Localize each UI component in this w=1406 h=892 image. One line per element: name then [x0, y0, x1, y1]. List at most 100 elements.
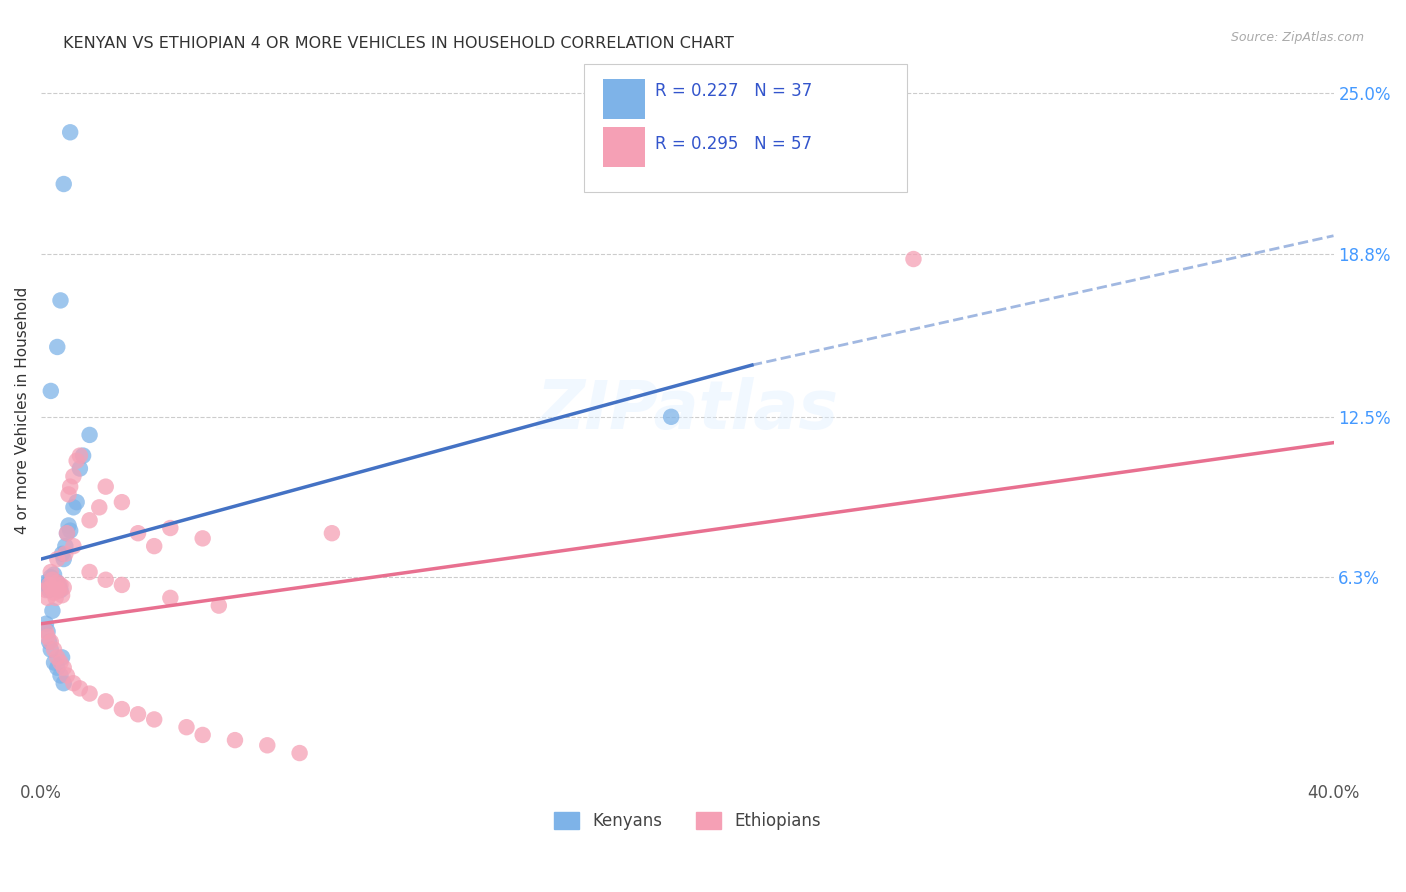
Point: [41, 604, 63, 618]
Point: [38, 578, 60, 592]
Point: [191, 728, 214, 742]
FancyBboxPatch shape: [583, 64, 907, 192]
Point: [35, 575, 58, 590]
Point: [39, 570, 62, 584]
Point: [79, 687, 101, 701]
Point: [62, 539, 84, 553]
Point: [159, 521, 181, 535]
Point: [224, 733, 246, 747]
Point: [41, 573, 63, 587]
Point: [51, 588, 73, 602]
Point: [46, 575, 69, 590]
Point: [45, 581, 67, 595]
Point: [39, 642, 62, 657]
Point: [37, 630, 59, 644]
Point: [52, 661, 75, 675]
Point: [37, 624, 59, 639]
Point: [46, 552, 69, 566]
Point: [659, 409, 682, 424]
Point: [111, 702, 134, 716]
Point: [48, 578, 70, 592]
Point: [62, 676, 84, 690]
Point: [51, 547, 73, 561]
Point: [69, 681, 91, 696]
Point: [37, 578, 59, 592]
Point: [49, 293, 72, 308]
Point: [46, 650, 69, 665]
Y-axis label: 4 or more Vehicles in Household: 4 or more Vehicles in Household: [15, 286, 30, 534]
Point: [49, 656, 72, 670]
Point: [42, 567, 65, 582]
Point: [79, 513, 101, 527]
Point: [46, 340, 69, 354]
Point: [94, 694, 117, 708]
Point: [56, 526, 79, 541]
Point: [94, 480, 117, 494]
Point: [903, 252, 925, 266]
Point: [69, 449, 91, 463]
Point: [58, 518, 80, 533]
Point: [111, 578, 134, 592]
Point: [45, 591, 67, 605]
Point: [52, 676, 75, 690]
Point: [288, 746, 311, 760]
Point: [42, 656, 65, 670]
Point: [53, 539, 76, 553]
Point: [89, 500, 111, 515]
Point: [48, 583, 70, 598]
Point: [38, 635, 60, 649]
FancyBboxPatch shape: [603, 127, 645, 167]
Point: [66, 454, 89, 468]
Legend: Kenyans, Ethiopians: Kenyans, Ethiopians: [547, 805, 827, 837]
Point: [62, 500, 84, 515]
Point: [143, 539, 166, 553]
Point: [39, 581, 62, 595]
Point: [39, 384, 62, 398]
Point: [94, 573, 117, 587]
Point: [256, 739, 278, 753]
Point: [39, 565, 62, 579]
Point: [53, 547, 76, 561]
Point: [49, 583, 72, 598]
Point: [79, 428, 101, 442]
Text: R = 0.295   N = 57: R = 0.295 N = 57: [655, 136, 813, 153]
Point: [35, 616, 58, 631]
Point: [56, 668, 79, 682]
Point: [42, 642, 65, 657]
Point: [39, 635, 62, 649]
Point: [143, 713, 166, 727]
Point: [42, 585, 65, 599]
Point: [49, 668, 72, 682]
Point: [59, 125, 82, 139]
Point: [176, 720, 198, 734]
Point: [35, 583, 58, 598]
Point: [191, 532, 214, 546]
Point: [52, 177, 75, 191]
Point: [37, 591, 59, 605]
Point: [111, 495, 134, 509]
Text: Source: ZipAtlas.com: Source: ZipAtlas.com: [1230, 31, 1364, 45]
Point: [127, 526, 149, 541]
Point: [127, 707, 149, 722]
Point: [321, 526, 343, 541]
Point: [41, 573, 63, 587]
Point: [38, 583, 60, 598]
Point: [49, 578, 72, 592]
Point: [79, 565, 101, 579]
Point: [59, 480, 82, 494]
Point: [59, 524, 82, 538]
Point: [52, 552, 75, 566]
Point: [56, 526, 79, 541]
Point: [208, 599, 231, 613]
FancyBboxPatch shape: [603, 78, 645, 120]
Point: [62, 469, 84, 483]
Point: [72, 449, 94, 463]
Point: [46, 575, 69, 590]
Point: [69, 461, 91, 475]
Point: [58, 487, 80, 501]
Point: [46, 661, 69, 675]
Point: [35, 624, 58, 639]
Text: KENYAN VS ETHIOPIAN 4 OR MORE VEHICLES IN HOUSEHOLD CORRELATION CHART: KENYAN VS ETHIOPIAN 4 OR MORE VEHICLES I…: [63, 36, 734, 51]
Point: [52, 581, 75, 595]
Point: [159, 591, 181, 605]
